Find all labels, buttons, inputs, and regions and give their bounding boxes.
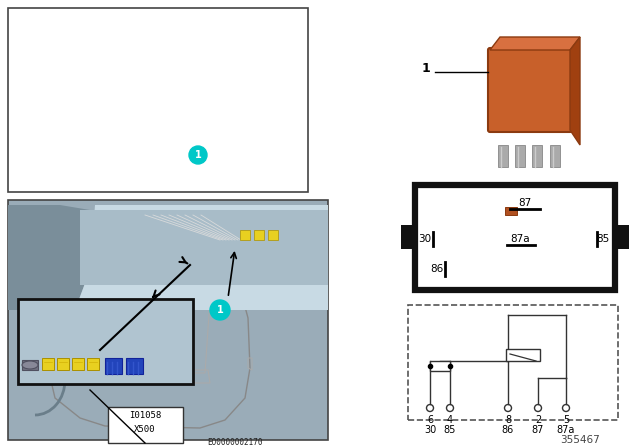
Bar: [18, 299, 193, 384]
Text: I01058: I01058: [129, 412, 161, 421]
Bar: [57, 358, 69, 370]
Bar: [615, 225, 629, 249]
Bar: [240, 230, 250, 240]
Text: 87: 87: [518, 198, 532, 208]
Text: 87a: 87a: [510, 234, 530, 244]
Text: 86: 86: [430, 264, 444, 274]
Bar: [498, 145, 508, 167]
Text: 1: 1: [216, 305, 223, 315]
Text: 8: 8: [505, 415, 511, 425]
Text: 5: 5: [563, 415, 569, 425]
Bar: [430, 361, 450, 371]
Text: 87a: 87a: [557, 425, 575, 435]
Text: 6: 6: [427, 415, 433, 425]
Text: 30: 30: [419, 234, 431, 244]
Circle shape: [189, 146, 207, 164]
Bar: [268, 230, 278, 240]
Bar: [87, 358, 99, 370]
Bar: [42, 358, 54, 370]
Text: 85: 85: [444, 425, 456, 435]
FancyBboxPatch shape: [488, 48, 572, 132]
Text: 87: 87: [532, 425, 544, 435]
Bar: [80, 210, 328, 285]
Polygon shape: [75, 205, 328, 310]
Bar: [415, 185, 615, 290]
Bar: [8, 200, 328, 440]
Bar: [401, 225, 415, 249]
Text: X500: X500: [134, 425, 156, 434]
Bar: [505, 207, 517, 215]
Text: EO0000002170: EO0000002170: [207, 438, 263, 447]
Bar: [408, 305, 618, 420]
Polygon shape: [8, 205, 90, 440]
Bar: [532, 145, 542, 167]
Bar: [506, 349, 540, 361]
Bar: [72, 358, 84, 370]
Ellipse shape: [22, 361, 38, 369]
Text: 4: 4: [447, 415, 453, 425]
Bar: [515, 145, 525, 167]
Text: 30: 30: [424, 425, 436, 435]
Text: 1: 1: [422, 62, 431, 75]
Polygon shape: [490, 37, 580, 50]
Bar: [254, 230, 264, 240]
Bar: [8, 8, 308, 192]
Text: 85: 85: [596, 234, 610, 244]
Bar: [105, 358, 122, 374]
Text: 86: 86: [502, 425, 514, 435]
Polygon shape: [22, 360, 38, 370]
Circle shape: [210, 300, 230, 320]
Bar: [108, 407, 183, 443]
Polygon shape: [570, 37, 580, 145]
Bar: [126, 358, 143, 374]
Text: 2: 2: [535, 415, 541, 425]
Bar: [550, 145, 560, 167]
Text: 355467: 355467: [560, 435, 600, 445]
Text: 1: 1: [195, 150, 202, 160]
